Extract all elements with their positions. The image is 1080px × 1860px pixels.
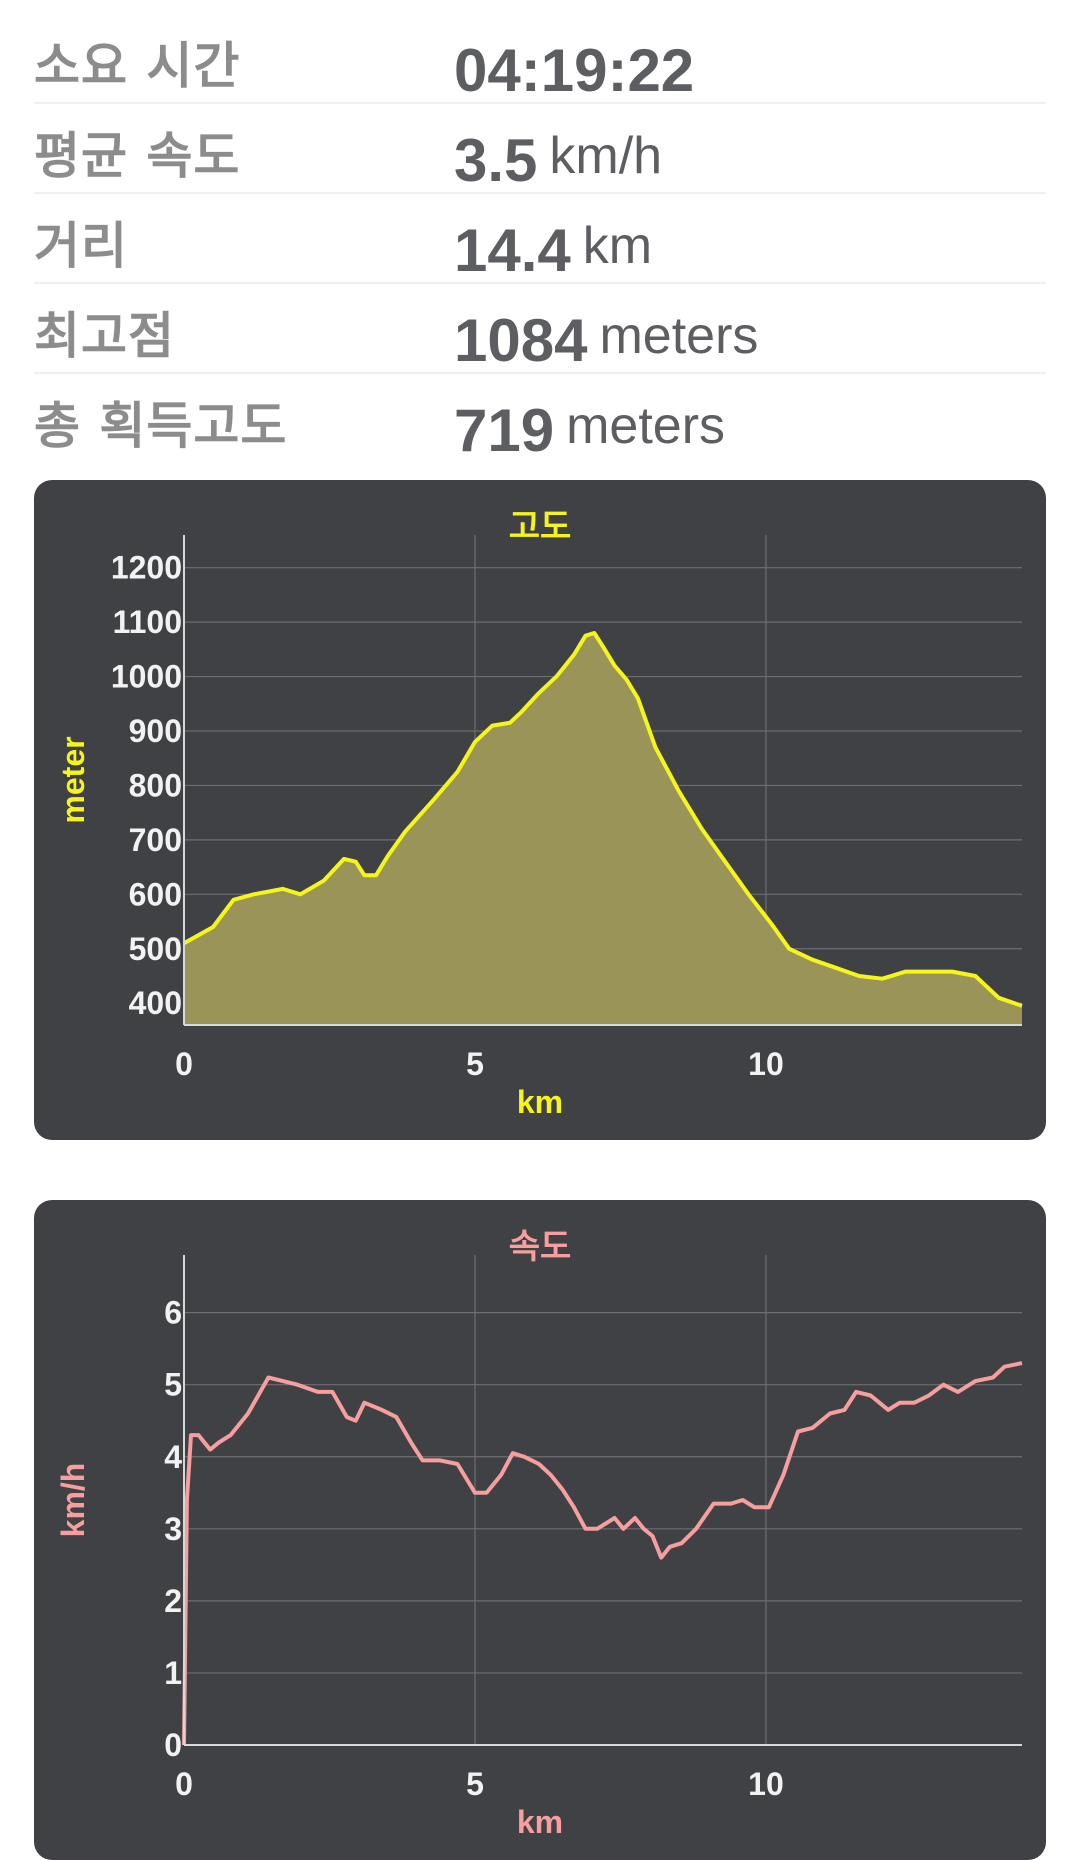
y-tick-label: 600: [129, 876, 182, 912]
stat-row-highest: 최고점 1084 meters: [34, 284, 1046, 374]
gain-unit: meters: [566, 397, 726, 455]
speed-chart-card: 0 1 2 3 4 5 6 0 5 10 속도 km km/h: [34, 1200, 1046, 1860]
stat-value: 14.4 km: [454, 216, 652, 285]
highest-unit: meters: [599, 307, 759, 365]
speed-line: [182, 1361, 1023, 1746]
y-tick-label: 500: [129, 931, 182, 967]
stat-value: 1084 meters: [454, 306, 758, 375]
stat-row-avg-speed: 평균 속도 3.5 km/h: [34, 104, 1046, 194]
x-axis-label: km: [517, 1804, 563, 1840]
stat-label: 거리: [34, 217, 128, 275]
y-axis-label: meter: [55, 736, 91, 823]
y-tick-label: 6: [164, 1295, 182, 1331]
x-tick-label: 10: [748, 1766, 784, 1802]
x-tick-label: 10: [748, 1046, 784, 1082]
elevation-line: [183, 631, 1023, 1008]
y-tick-label: 5: [164, 1367, 182, 1403]
stat-label: 소요 시간: [34, 37, 241, 95]
stat-value: 719 meters: [454, 396, 725, 465]
y-tick-label: 1000: [111, 659, 182, 695]
y-tick-label: 0: [164, 1727, 182, 1763]
stat-row-gain: 총 획득고도 719 meters: [34, 374, 1046, 465]
distance-unit: km: [582, 217, 653, 275]
y-axis-label: km/h: [55, 1463, 91, 1538]
x-tick-label: 0: [175, 1766, 193, 1802]
y-tick-label: 1200: [111, 550, 182, 586]
x-tick-label: 5: [466, 1046, 484, 1082]
y-tick-label: 3: [164, 1511, 182, 1547]
chart-title: 고도: [509, 507, 572, 547]
elevation-chart-card: 400 500 600 700 800 900 1000 1100 1200 0 5 10 고도 km me…: [34, 480, 1046, 1140]
stat-value: 04:19:22: [454, 36, 694, 105]
chart-title: 속도: [509, 1227, 572, 1267]
avg-speed-unit: km/h: [549, 127, 663, 185]
y-tick-label: 4: [164, 1439, 182, 1475]
stat-row-distance: 거리 14.4 km: [34, 194, 1046, 284]
highest-value: 1084: [454, 307, 588, 374]
stat-row-duration: 소요 시간 04:19:22: [34, 14, 1046, 104]
y-tick-label: 900: [129, 713, 182, 749]
y-tick-label: 1100: [113, 604, 182, 640]
distance-value: 14.4: [454, 217, 571, 284]
y-tick-label: 1: [164, 1655, 182, 1691]
stat-label: 최고점: [34, 307, 175, 365]
duration-value: 04:19:22: [454, 37, 695, 104]
activity-summary: 소요 시간 04:19:22 평균 속도 3.5 km/h 거리 14.4 km 최…: [34, 14, 1046, 465]
elevation-area: [184, 633, 1022, 1025]
gain-value: 719: [454, 397, 555, 464]
avg-speed-value: 3.5: [454, 127, 538, 194]
speed-chart: 0 1 2 3 4 5 6 0 5 10 속도 km km/h: [55, 1227, 1023, 1840]
x-tick-label: 0: [175, 1046, 193, 1082]
stat-label: 총 획득고도: [34, 397, 288, 455]
elevation-chart: 400 500 600 700 800 900 1000 1100 1200 0 5 10 고도 km me…: [55, 507, 1023, 1120]
y-tick-label: 2: [164, 1583, 182, 1619]
x-axis-label: km: [517, 1084, 563, 1120]
y-tick-label: 700: [129, 822, 182, 858]
stat-label: 평균 속도: [34, 127, 241, 185]
y-tick-label: 800: [129, 767, 182, 803]
stat-value: 3.5 km/h: [454, 126, 662, 195]
x-tick-label: 5: [466, 1766, 484, 1802]
y-tick-label: 400: [129, 985, 182, 1021]
